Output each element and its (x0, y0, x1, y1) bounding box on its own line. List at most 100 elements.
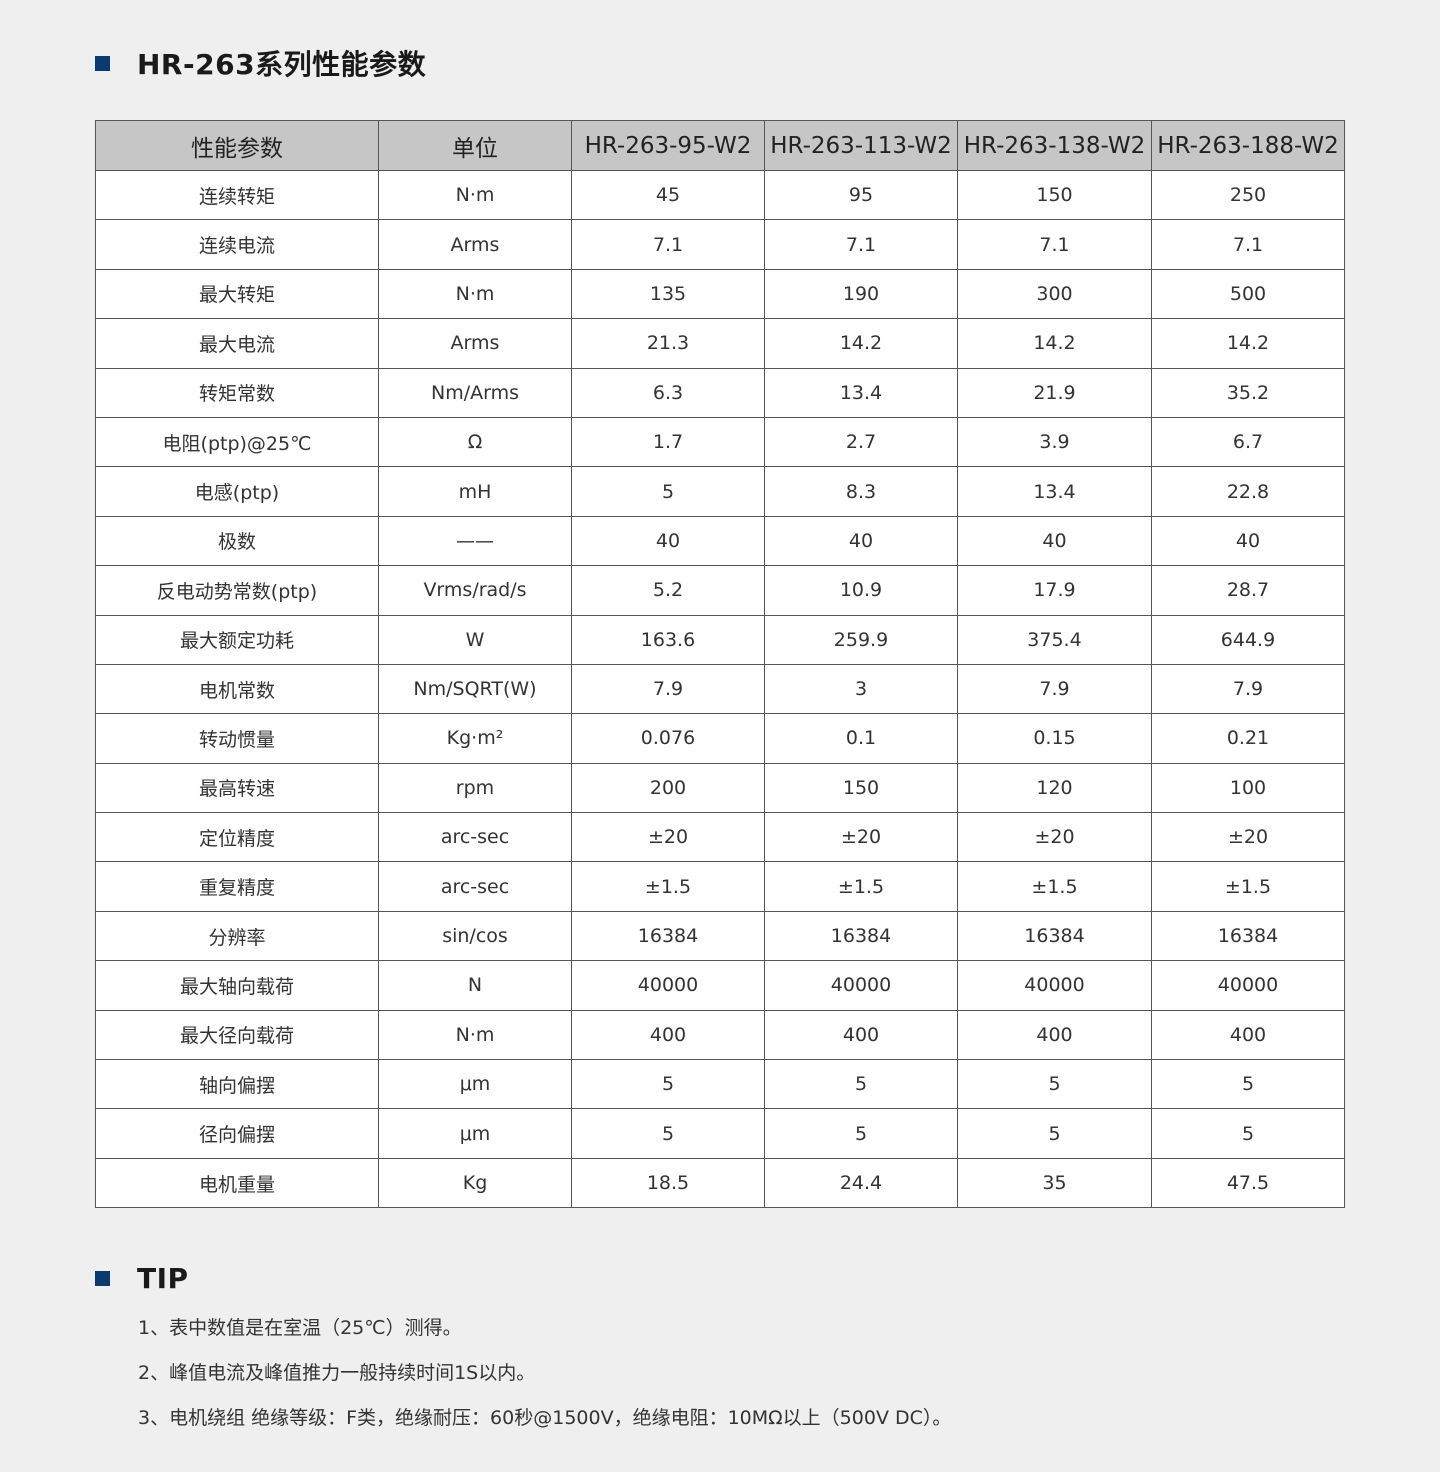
value-cell: 95 (764, 169, 958, 221)
unit-cell: arc-sec (378, 812, 572, 863)
table-header-row: 性能参数 单位 HR-263-95-W2 HR-263-113-W2 HR-263-13… (95, 120, 1345, 171)
value-cell: 500 (1151, 268, 1345, 320)
param-name-cell: 电阻(ptp)@25℃ (95, 416, 379, 468)
table-row: 定位精度 arc-sec ±20 ±20 ±20 ±20 (95, 812, 1345, 863)
table-row: 电机重量 Kg 18.5 24.4 35 47.5 (95, 1157, 1345, 1209)
value-cell: 163.6 (571, 614, 765, 665)
value-cell: 6.7 (1151, 416, 1345, 468)
param-name-cell: 径向偏摆 (95, 1108, 379, 1159)
value-cell: 5 (1151, 1108, 1345, 1159)
value-cell: ±1.5 (957, 861, 1152, 912)
value-cell: 2.7 (764, 416, 958, 468)
table-row: 最大电流 Arms 21.3 14.2 14.2 14.2 (95, 318, 1345, 369)
value-cell: 40 (571, 515, 765, 567)
unit-cell: N·m (378, 268, 572, 320)
value-cell: 400 (764, 1009, 958, 1061)
value-cell: 13.4 (764, 367, 958, 418)
unit-cell: N·m (378, 1009, 572, 1061)
table-row: 最大转矩 N·m 135 190 300 500 (95, 268, 1345, 320)
tip-item: 2、峰值电流及峰值推力一般持续时间1S以内。 (138, 1362, 536, 1384)
value-cell: 3.9 (957, 416, 1152, 468)
param-name-cell: 最大电流 (95, 318, 379, 369)
value-cell: ±20 (571, 812, 765, 863)
column-header: HR-263-95-W2 (571, 120, 765, 171)
value-cell: 21.9 (957, 367, 1152, 418)
unit-cell: Kg·m² (378, 713, 572, 764)
column-header: 性能参数 (95, 120, 379, 171)
param-name-cell: 电机常数 (95, 663, 379, 715)
value-cell: 14.2 (764, 318, 958, 369)
value-cell: ±1.5 (1151, 861, 1345, 912)
page-title: HR-263系列性能参数 (137, 48, 427, 81)
param-name-cell: 连续转矩 (95, 169, 379, 221)
value-cell: 0.1 (764, 713, 958, 764)
param-name-cell: 电感(ptp) (95, 466, 379, 517)
table-row: 转动惯量 Kg·m² 0.076 0.1 0.15 0.21 (95, 713, 1345, 764)
value-cell: 200 (571, 762, 765, 814)
table-row: 分辨率 sin/cos 16384 16384 16384 16384 (95, 910, 1345, 962)
column-header: HR-263-138-W2 (957, 120, 1152, 171)
square-bullet-icon (95, 55, 110, 71)
value-cell: 16384 (1151, 910, 1345, 962)
value-cell: 22.8 (1151, 466, 1345, 517)
tip-title: TIP (137, 1262, 189, 1295)
value-cell: 5 (957, 1108, 1152, 1159)
value-cell: 7.9 (1151, 663, 1345, 715)
param-name-cell: 定位精度 (95, 812, 379, 863)
value-cell: 40 (1151, 515, 1345, 567)
value-cell: ±20 (764, 812, 958, 863)
unit-cell: Ω (378, 416, 572, 468)
table-row: 连续电流 Arms 7.1 7.1 7.1 7.1 (95, 219, 1345, 270)
unit-cell: rpm (378, 762, 572, 814)
unit-cell: Kg (378, 1157, 572, 1209)
value-cell: 35 (957, 1157, 1152, 1209)
tip-item: 1、表中数值是在室温（25℃）测得。 (138, 1317, 462, 1339)
value-cell: 1.7 (571, 416, 765, 468)
param-name-cell: 最大径向载荷 (95, 1009, 379, 1061)
value-cell: 5 (571, 466, 765, 517)
value-cell: 6.3 (571, 367, 765, 418)
value-cell: 0.15 (957, 713, 1152, 764)
value-cell: 7.9 (571, 663, 765, 715)
value-cell: 644.9 (1151, 614, 1345, 665)
table-row: 重复精度 arc-sec ±1.5 ±1.5 ±1.5 ±1.5 (95, 861, 1345, 912)
column-header: 单位 (378, 120, 572, 171)
value-cell: 45 (571, 169, 765, 221)
value-cell: 14.2 (957, 318, 1152, 369)
value-cell: ±1.5 (764, 861, 958, 912)
value-cell: 5 (957, 1059, 1152, 1110)
param-name-cell: 转动惯量 (95, 713, 379, 764)
value-cell: 14.2 (1151, 318, 1345, 369)
value-cell: 3 (764, 663, 958, 715)
table-row: 极数 —— 40 40 40 40 (95, 515, 1345, 567)
value-cell: 100 (1151, 762, 1345, 814)
value-cell: 7.9 (957, 663, 1152, 715)
value-cell: 375.4 (957, 614, 1152, 665)
unit-cell: arc-sec (378, 861, 572, 912)
param-name-cell: 最大轴向载荷 (95, 960, 379, 1011)
value-cell: 120 (957, 762, 1152, 814)
param-name-cell: 最大转矩 (95, 268, 379, 320)
unit-cell: μm (378, 1108, 572, 1159)
value-cell: 5 (571, 1059, 765, 1110)
square-bullet-icon (95, 1271, 110, 1286)
param-name-cell: 最大额定功耗 (95, 614, 379, 665)
performance-params-table: 性能参数 单位 HR-263-95-W2 HR-263-113-W2 HR-263-13… (95, 120, 1345, 1209)
value-cell: 150 (957, 169, 1152, 221)
value-cell: 40000 (957, 960, 1152, 1011)
unit-cell: N (378, 960, 572, 1011)
value-cell: 400 (957, 1009, 1152, 1061)
section-title-tip: TIP (95, 1262, 189, 1295)
tip-item: 3、电机绕组 绝缘等级：F类，绝缘耐压：60秒@1500V，绝缘电阻：10MΩ以… (138, 1407, 952, 1429)
column-header: HR-263-188-W2 (1151, 120, 1345, 171)
value-cell: 16384 (571, 910, 765, 962)
value-cell: ±1.5 (571, 861, 765, 912)
unit-cell: mH (378, 466, 572, 517)
value-cell: 13.4 (957, 466, 1152, 517)
value-cell: ±20 (1151, 812, 1345, 863)
unit-cell: μm (378, 1059, 572, 1110)
param-name-cell: 极数 (95, 515, 379, 567)
value-cell: 7.1 (764, 219, 958, 270)
value-cell: 17.9 (957, 565, 1152, 616)
value-cell: 40000 (764, 960, 958, 1011)
